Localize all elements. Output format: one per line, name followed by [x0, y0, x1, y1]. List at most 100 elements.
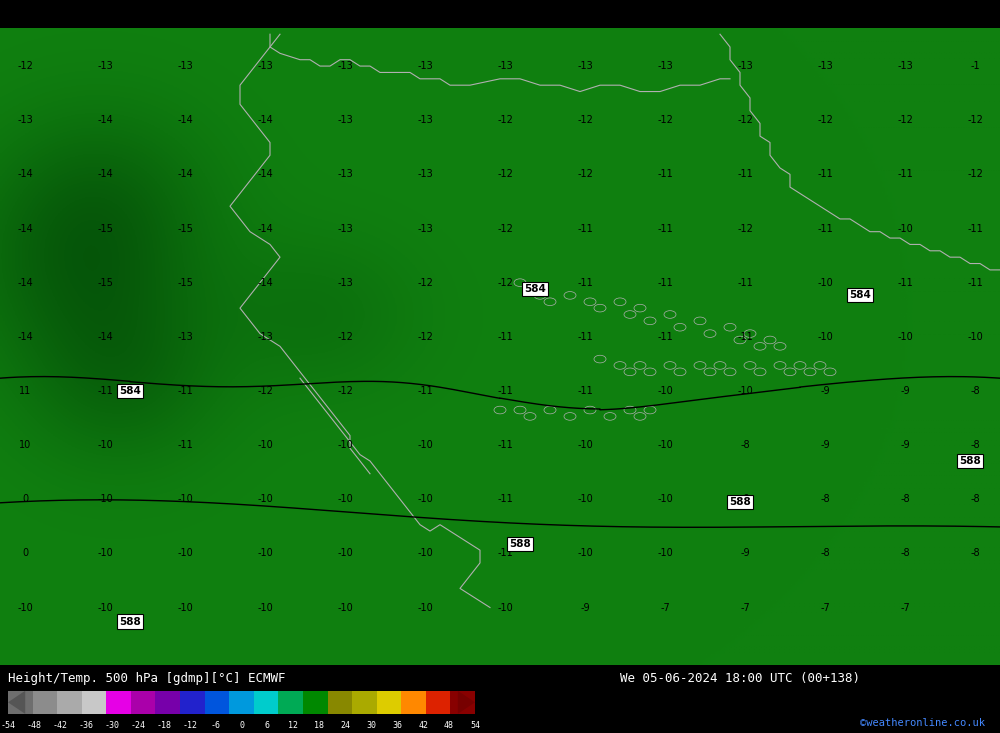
Text: -10: -10	[657, 548, 673, 559]
Text: -10: -10	[97, 494, 113, 504]
FancyBboxPatch shape	[450, 690, 475, 714]
Text: -54: -54	[0, 721, 16, 730]
Text: -9: -9	[900, 440, 910, 450]
Text: -9: -9	[900, 386, 910, 396]
Text: -8: -8	[970, 386, 980, 396]
Text: 36: 36	[392, 721, 402, 730]
Text: -11: -11	[577, 278, 593, 287]
Text: -8: -8	[900, 494, 910, 504]
Text: -14: -14	[257, 169, 273, 180]
Text: -10: -10	[177, 548, 193, 559]
Text: -11: -11	[737, 278, 753, 287]
Text: -10: -10	[577, 548, 593, 559]
Text: -11: -11	[497, 332, 513, 342]
Text: -10: -10	[97, 603, 113, 613]
Text: 10: 10	[19, 440, 31, 450]
Text: -10: -10	[497, 603, 513, 613]
Text: -13: -13	[657, 61, 673, 71]
Text: 30: 30	[366, 721, 376, 730]
Text: -12: -12	[417, 278, 433, 287]
Text: -48: -48	[26, 721, 41, 730]
Text: -14: -14	[257, 224, 273, 234]
Text: -11: -11	[97, 386, 113, 396]
Text: -8: -8	[970, 548, 980, 559]
Text: -24: -24	[130, 721, 145, 730]
Text: 0: 0	[22, 548, 28, 559]
Text: -9: -9	[820, 440, 830, 450]
Text: -7: -7	[820, 603, 830, 613]
Text: -12: -12	[497, 115, 513, 125]
Text: 584: 584	[119, 386, 141, 396]
FancyBboxPatch shape	[352, 690, 377, 714]
Text: -14: -14	[17, 278, 33, 287]
Text: -11: -11	[497, 548, 513, 559]
Text: -10: -10	[337, 548, 353, 559]
Text: -15: -15	[177, 278, 193, 287]
Text: -12: -12	[497, 224, 513, 234]
Text: -10: -10	[177, 603, 193, 613]
Text: 11: 11	[19, 386, 31, 396]
Text: -10: -10	[897, 224, 913, 234]
Text: 18: 18	[314, 721, 324, 730]
Text: -15: -15	[97, 278, 113, 287]
Text: -11: -11	[497, 494, 513, 504]
Text: -15: -15	[177, 224, 193, 234]
Text: -12: -12	[817, 115, 833, 125]
Text: 584: 584	[524, 284, 546, 294]
Text: -11: -11	[657, 169, 673, 180]
Text: -15: -15	[97, 224, 113, 234]
Text: -13: -13	[337, 169, 353, 180]
Text: -10: -10	[97, 440, 113, 450]
Text: -9: -9	[740, 548, 750, 559]
Text: -13: -13	[337, 61, 353, 71]
Text: 6: 6	[265, 721, 270, 730]
Text: 48: 48	[444, 721, 454, 730]
Text: 54: 54	[470, 721, 480, 730]
Text: -10: -10	[177, 494, 193, 504]
Text: -12: -12	[737, 224, 753, 234]
Text: -10: -10	[417, 548, 433, 559]
Text: -13: -13	[417, 115, 433, 125]
Text: -14: -14	[17, 224, 33, 234]
Text: -10: -10	[337, 603, 353, 613]
Text: -12: -12	[657, 115, 673, 125]
Text: -12: -12	[967, 169, 983, 180]
Text: 42: 42	[418, 721, 428, 730]
Text: -10: -10	[97, 548, 113, 559]
Text: -10: -10	[257, 440, 273, 450]
Text: -14: -14	[97, 115, 113, 125]
Text: -12: -12	[577, 115, 593, 125]
Text: -10: -10	[417, 440, 433, 450]
Text: -9: -9	[820, 386, 830, 396]
Text: -10: -10	[337, 494, 353, 504]
Text: -11: -11	[657, 332, 673, 342]
Text: -13: -13	[417, 224, 433, 234]
Text: 24: 24	[340, 721, 350, 730]
Text: -7: -7	[740, 603, 750, 613]
Text: -10: -10	[417, 494, 433, 504]
Text: -13: -13	[337, 115, 353, 125]
FancyBboxPatch shape	[33, 690, 57, 714]
Text: -13: -13	[577, 61, 593, 71]
Text: -13: -13	[337, 224, 353, 234]
Text: -12: -12	[497, 278, 513, 287]
Text: -11: -11	[577, 224, 593, 234]
Text: -10: -10	[577, 494, 593, 504]
Text: -14: -14	[177, 169, 193, 180]
Text: Height/Temp. 500 hPa [gdmp][°C] ECMWF: Height/Temp. 500 hPa [gdmp][°C] ECMWF	[8, 671, 286, 685]
Text: -10: -10	[257, 494, 273, 504]
Text: -11: -11	[177, 440, 193, 450]
Text: -11: -11	[417, 386, 433, 396]
Text: -13: -13	[17, 115, 33, 125]
Text: -11: -11	[817, 169, 833, 180]
Text: -10: -10	[967, 332, 983, 342]
Text: -11: -11	[577, 386, 593, 396]
Polygon shape	[8, 690, 25, 714]
Text: -13: -13	[497, 61, 513, 71]
Text: -11: -11	[737, 169, 753, 180]
FancyBboxPatch shape	[155, 690, 180, 714]
Polygon shape	[458, 690, 475, 714]
Text: -13: -13	[897, 61, 913, 71]
FancyBboxPatch shape	[82, 690, 106, 714]
Text: -14: -14	[177, 115, 193, 125]
